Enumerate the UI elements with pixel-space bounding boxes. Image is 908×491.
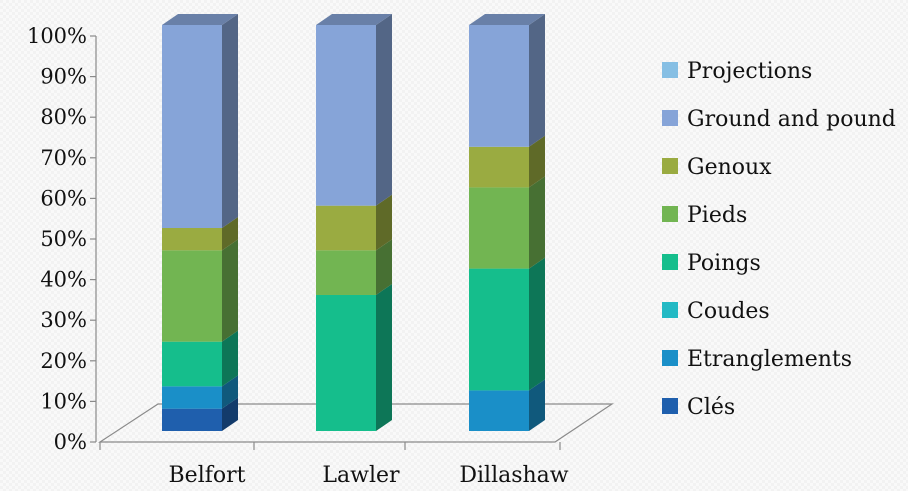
legend-label: Ground and pound [687, 107, 896, 132]
segment-lawler-pieds-side [376, 239, 392, 295]
chart-floor [97, 403, 614, 443]
legend-item-projections: Projections [662, 59, 812, 84]
segment-lawler-ground-and-pound-side [376, 14, 392, 206]
segment-dillashaw-ground-and-pound-side [529, 14, 545, 147]
segment-belfort-ground-and-pound-front [162, 25, 222, 228]
legend-item-genoux: Genoux [662, 155, 772, 180]
bar-lawler [316, 14, 392, 431]
segment-lawler-pieds-front [316, 250, 376, 295]
bar-top-belfort [162, 14, 238, 25]
segment-belfort-poings-front [162, 341, 222, 387]
segment-dillashaw-genoux [469, 135, 545, 188]
segment-dillashaw-etranglements-side [529, 379, 545, 431]
segment-dillashaw-genoux-front [469, 146, 529, 188]
legend-label: Projections [687, 59, 812, 84]
bar-top-lawler [316, 14, 392, 25]
bar-top-dillashaw [469, 14, 545, 25]
segment-lawler-genoux-front [316, 205, 376, 251]
legend-item-coudes: Coudes [662, 299, 770, 324]
segment-belfort-genoux [162, 217, 238, 251]
x-tick-label: Lawler [322, 463, 400, 488]
y-tick-label: 60% [40, 186, 87, 210]
segment-dillashaw-poings [469, 257, 545, 391]
floor-outline [97, 403, 614, 443]
legend-label: Poings [687, 251, 761, 276]
legend-swatch [662, 62, 678, 78]
bar-dillashaw [469, 14, 545, 431]
segment-dillashaw-genoux-side [529, 135, 545, 188]
legend-label: Genoux [687, 155, 772, 180]
segment-dillashaw-ground-and-pound [469, 14, 545, 147]
segment-lawler-ground-and-pound-front [316, 25, 376, 206]
legend-swatch [662, 206, 678, 222]
segment-dillashaw-poings-side [529, 257, 545, 391]
y-tick-label: 10% [40, 389, 87, 413]
segment-dillashaw-pieds-side [529, 176, 545, 269]
segment-lawler-poings [316, 283, 392, 431]
segment-lawler-ground-and-pound [316, 14, 392, 206]
bar-belfort [162, 14, 238, 431]
segment-dillashaw-pieds-front [469, 187, 529, 269]
segment-belfort-etranglements-side [222, 375, 238, 409]
segment-belfort-etranglements-front [162, 386, 222, 409]
segment-belfort-cles-front [162, 408, 222, 431]
legend-swatch [662, 350, 678, 366]
segment-belfort-genoux-front [162, 228, 222, 251]
segment-dillashaw-etranglements-front [469, 390, 529, 431]
segment-belfort-pieds [162, 239, 238, 342]
segment-lawler-pieds [316, 239, 392, 295]
legend-swatch [662, 398, 678, 414]
segment-belfort-pieds-front [162, 250, 222, 342]
legend-swatch [662, 158, 678, 174]
segment-belfort-cles [162, 397, 238, 431]
legend-label: Pieds [687, 203, 747, 228]
legend-item-etranglements: Etranglements [662, 347, 852, 372]
y-tick-label: 0% [54, 430, 87, 454]
segment-lawler-genoux [316, 194, 392, 251]
legend-swatch [662, 302, 678, 318]
legend-item-cles: Clés [662, 395, 735, 420]
x-axis-labels: Belfort Lawler Dillashaw [99, 442, 569, 488]
y-axis: 0% 10% 20% 30% 40% 50% 60% 70% 80% 90% 100% [27, 24, 97, 454]
legend-label: Etranglements [687, 347, 852, 372]
y-tick-label: 40% [40, 268, 87, 292]
segment-dillashaw-etranglements [469, 379, 545, 431]
x-tick-label: Dillashaw [459, 463, 568, 488]
legend-label: Coudes [687, 299, 770, 324]
legend-item-ground-and-pound: Ground and pound [662, 107, 896, 132]
segment-dillashaw-poings-front [469, 268, 529, 391]
y-tick-label: 70% [40, 146, 87, 170]
legend-label: Clés [687, 395, 735, 420]
segment-dillashaw-pieds [469, 176, 545, 269]
y-tick-label: 30% [40, 308, 87, 332]
segment-lawler-poings-front [316, 294, 376, 431]
segment-lawler-genoux-side [376, 194, 392, 251]
segment-lawler-poings-side [376, 283, 392, 431]
segment-belfort-poings [162, 330, 238, 387]
y-tick-label: 80% [40, 105, 87, 129]
segment-belfort-etranglements [162, 375, 238, 409]
legend-item-pieds: Pieds [662, 203, 747, 228]
x-tick-label: Belfort [169, 463, 246, 488]
legend-swatch [662, 110, 678, 126]
segment-belfort-cles-side [222, 397, 238, 431]
y-tick-label: 100% [27, 24, 87, 48]
bars [162, 14, 545, 431]
y-tick-label: 90% [40, 65, 87, 89]
legend-swatch [662, 254, 678, 270]
y-tick-label: 20% [40, 349, 87, 373]
segment-belfort-pieds-side [222, 239, 238, 342]
segment-belfort-poings-side [222, 330, 238, 387]
segment-belfort-ground-and-pound-side [222, 14, 238, 228]
y-tick-label: 50% [40, 227, 87, 251]
segment-dillashaw-ground-and-pound-front [469, 25, 529, 147]
legend: Projections Ground and pound Genoux Pieds Po… [662, 59, 896, 420]
legend-item-poings: Poings [662, 251, 761, 276]
segment-belfort-genoux-side [222, 217, 238, 251]
segment-belfort-ground-and-pound [162, 14, 238, 228]
